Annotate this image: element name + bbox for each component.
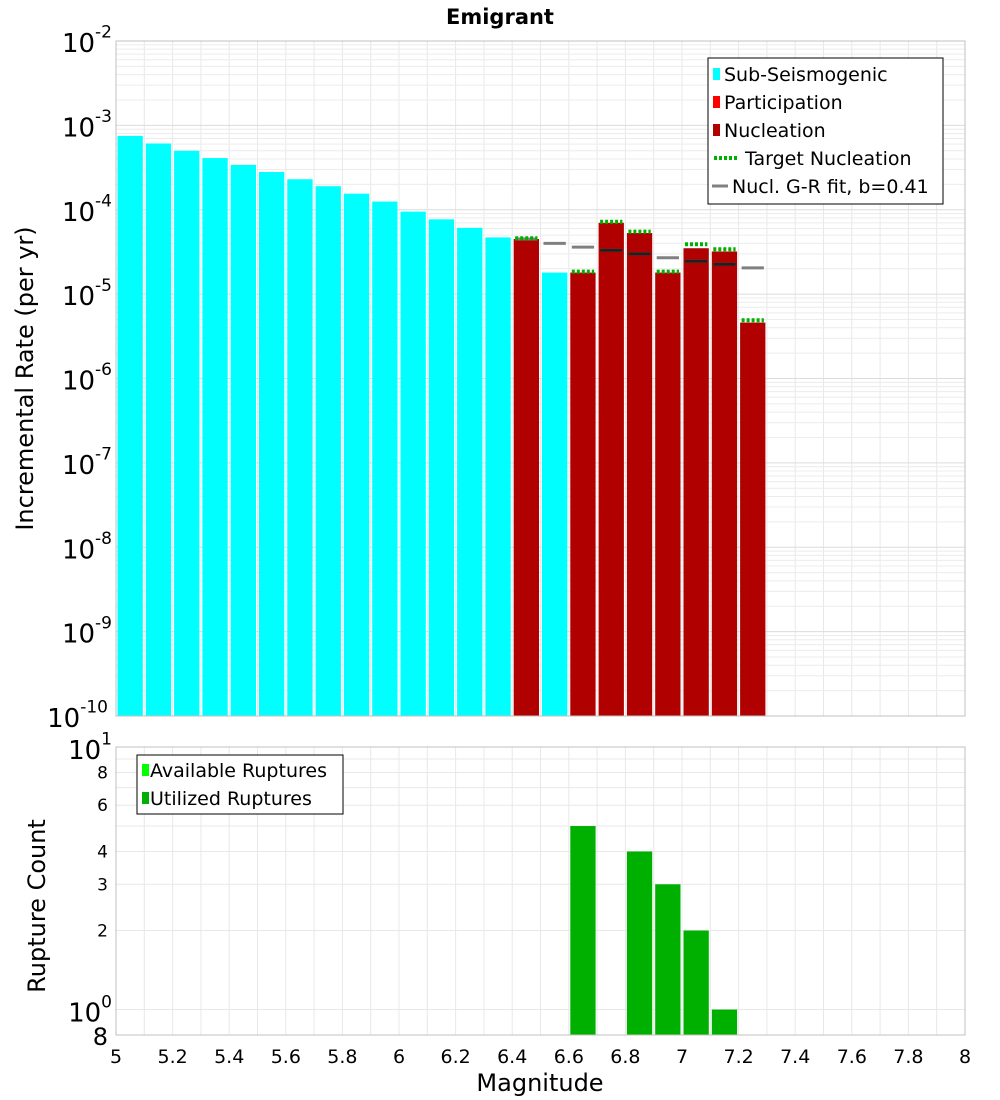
- sub-seismogenic-bar: [542, 272, 568, 716]
- rate-y-tick-labels: 10-10 10-9 10-8 10-7 10-6 10-5 10-4 10-3 10-2: [47, 23, 112, 734]
- nucleation-bar: [655, 272, 681, 716]
- sub-seismogenic-bar: [400, 211, 426, 716]
- legend-label: Target Nucleation: [744, 148, 912, 170]
- utilized-ruptures-bar: [570, 826, 596, 1035]
- rate-y-tick-label: 10-7: [62, 445, 112, 481]
- legend-swatch: [713, 96, 720, 108]
- sub-seismogenic-bar: [230, 164, 256, 716]
- rupture-count-y-axis-label: Rupture Count: [23, 819, 51, 993]
- nucleation-bar: [513, 239, 539, 716]
- magnitude-x-tick-label: 7.2: [723, 1046, 753, 1068]
- magnitude-x-tick-label: 5.4: [214, 1046, 244, 1068]
- sub-seismogenic-bar: [145, 143, 172, 716]
- rate-y-axis-label: Incremental Rate (per yr): [11, 226, 39, 530]
- magnitude-x-tick-label: 6.2: [440, 1046, 470, 1068]
- nucleation-bar: [598, 222, 624, 716]
- rate-y-tick-label: 10-3: [62, 107, 112, 143]
- rate-y-tick-label: 10-6: [62, 360, 112, 396]
- rate-legend: Sub-Seismogenic Participation Nucleation Ta…: [707, 57, 944, 205]
- sub-seismogenic-bar: [287, 179, 313, 716]
- legend-swatch: [713, 68, 720, 80]
- sub-seismogenic-bar: [315, 186, 341, 716]
- rupture-count-bars: [570, 826, 738, 1035]
- legend-label: Sub-Seismogenic: [724, 64, 888, 86]
- sub-seismogenic-bar: [259, 172, 285, 716]
- nucleation-bar: [570, 272, 596, 716]
- legend-label: Nucleation: [724, 120, 826, 142]
- rupture-count-y-tick-label: 6: [97, 796, 108, 816]
- magnitude-x-tick-label: 7.8: [893, 1046, 923, 1068]
- rate-y-tick-label: 10-10: [47, 698, 108, 734]
- rate-plot-frame: [115, 40, 966, 717]
- rate-y-tick-label: 10-9: [62, 613, 112, 649]
- utilized-ruptures-bar: [655, 884, 681, 1035]
- nucleation-bar: [683, 248, 709, 717]
- sub-seismogenic-bar: [117, 135, 143, 717]
- rupture-count-y-tick-label: 3: [97, 875, 108, 895]
- legend-label: Nucl. G-R fit, b=0.41: [732, 176, 929, 198]
- magnitude-x-tick-label: 8: [959, 1046, 971, 1068]
- rupture-count-y-tick-label: 2: [97, 922, 108, 942]
- sub-seismogenic-bar: [457, 227, 483, 716]
- rupture-count-y-power-label: 101: [68, 730, 112, 766]
- utilized-ruptures-bar: [683, 930, 709, 1035]
- sub-seismogenic-bar: [343, 193, 370, 716]
- magnitude-x-tick-label: 7.4: [780, 1046, 810, 1068]
- nucleation-bar: [740, 322, 766, 716]
- magnitude-x-tick-label: 6.6: [554, 1046, 584, 1068]
- rate-y-tick-label: 10-2: [62, 23, 112, 59]
- rupture-count-frame: [115, 746, 966, 1036]
- magnitude-x-tick-label: 6.4: [497, 1046, 527, 1068]
- rate-y-tick-label: 10-4: [62, 191, 112, 227]
- rupture-count-y-tick-label: 8: [93, 1023, 108, 1051]
- sub-seismogenic-bar: [372, 201, 398, 716]
- legend-swatch: [142, 792, 149, 804]
- nucleation-bar: [626, 233, 653, 716]
- legend-swatch: [713, 124, 720, 136]
- magnitude-x-tick-label: 6: [393, 1046, 405, 1068]
- rate-plot-panel: 10-10 10-9 10-8 10-7 10-6 10-5 10-4 10-3 10-2 In…: [11, 23, 966, 734]
- legend-box: [136, 754, 344, 815]
- sub-seismogenic-bar: [174, 150, 200, 716]
- utilized-ruptures-bar: [711, 1009, 738, 1035]
- rupture-count-y-tick-label: 4: [97, 842, 108, 862]
- rupture-count-y-power-label: 100: [68, 992, 112, 1028]
- rupture-count-grid: [115, 747, 966, 1035]
- x-axis-label: Magnitude: [476, 1069, 603, 1097]
- rate-plot-lines: [515, 219, 764, 323]
- chart-title: Emigrant: [446, 5, 554, 29]
- magnitude-x-tick-label: 6.8: [610, 1046, 640, 1068]
- rate-y-tick-label: 10-5: [62, 276, 112, 312]
- magnitude-x-tick-labels: 5 5.2 5.4 5.6 5.8 6 6.2 6.4 6.6 6.8 7 7.2 7.4 7.6 7.8 8: [110, 1046, 971, 1068]
- rupture-count-y-tick-label: 8: [97, 763, 108, 783]
- magnitude-x-tick-label: 5: [110, 1046, 122, 1068]
- legend-box: [707, 57, 944, 205]
- utilized-ruptures-bar: [626, 851, 653, 1035]
- rate-y-tick-label: 10-8: [62, 529, 112, 565]
- magnitude-x-tick-label: 7.6: [837, 1046, 867, 1068]
- legend-label: Available Ruptures: [150, 760, 327, 782]
- magnitude-x-tick-label: 5.8: [327, 1046, 357, 1068]
- legend-label: Utilized Ruptures: [150, 788, 312, 810]
- rupture-legend: Available Ruptures Utilized Ruptures: [136, 754, 344, 815]
- rate-plot-grid: [115, 41, 966, 717]
- nucleation-bar: [711, 251, 738, 716]
- sub-seismogenic-bar: [428, 219, 455, 717]
- legend-label: Participation: [724, 92, 843, 114]
- sub-seismogenic-bar: [485, 237, 511, 716]
- sub-seismogenic-bar: [202, 158, 228, 716]
- legend-swatch: [142, 764, 149, 776]
- magnitude-x-tick-label: 5.2: [157, 1046, 187, 1068]
- magnitude-x-tick-label: 5.6: [271, 1046, 301, 1068]
- magnitude-x-tick-label: 7: [676, 1046, 688, 1068]
- rate-plot-bars: [117, 135, 766, 717]
